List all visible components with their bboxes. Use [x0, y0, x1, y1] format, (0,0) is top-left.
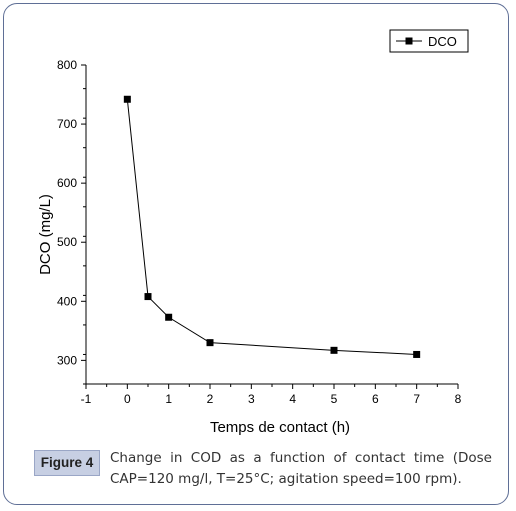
figure-label: Figure 4 — [34, 450, 100, 476]
y-tick-label: 400 — [57, 294, 77, 308]
series-line — [126, 99, 417, 355]
y-tick-label: 700 — [57, 117, 77, 131]
figure-caption-text: Change in COD as a function of contact t… — [110, 450, 492, 487]
chart-legend: DCO — [389, 29, 469, 53]
legend-box — [389, 29, 469, 53]
figure-frame — [3, 3, 509, 505]
x-tick-label: 4 — [289, 392, 296, 406]
data-point — [165, 313, 173, 321]
x-tick-label: 8 — [455, 392, 462, 406]
figure-caption: Figure 4 Change in COD as a function of … — [34, 448, 494, 492]
legend-marker — [405, 37, 413, 45]
x-tick-label: 6 — [372, 392, 379, 406]
data-point — [330, 346, 338, 354]
x-axis-title: Temps de contact (h) — [210, 419, 350, 436]
data-point — [123, 95, 131, 103]
data-point — [413, 350, 421, 358]
y-tick-label: 600 — [57, 176, 77, 190]
x-tick-label: 2 — [207, 392, 214, 406]
chart-axes: -1 0 1 2 3 4 5 6 7 8 300 400 500 600 700 800 Temps de co… — [37, 58, 462, 436]
x-tick-label: 0 — [124, 392, 131, 406]
data-point — [206, 339, 214, 347]
y-tick-label: 300 — [57, 353, 77, 367]
x-tick-label: 1 — [165, 392, 172, 406]
chart-series — [123, 95, 421, 358]
y-tick-label: 800 — [57, 58, 77, 72]
x-tick-label: 7 — [413, 392, 420, 406]
data-point — [144, 293, 152, 301]
legend-label: DCO — [428, 34, 457, 49]
y-axis-title: DCO (mg/L) — [37, 194, 54, 275]
cod-chart: -1 0 1 2 3 4 5 6 7 8 300 400 500 600 700 800 Temps de co… — [37, 29, 469, 436]
x-tick-label: 3 — [248, 392, 255, 406]
x-tick-label: 5 — [331, 392, 338, 406]
x-tick-label: -1 — [81, 392, 92, 406]
y-tick-label: 500 — [57, 235, 77, 249]
